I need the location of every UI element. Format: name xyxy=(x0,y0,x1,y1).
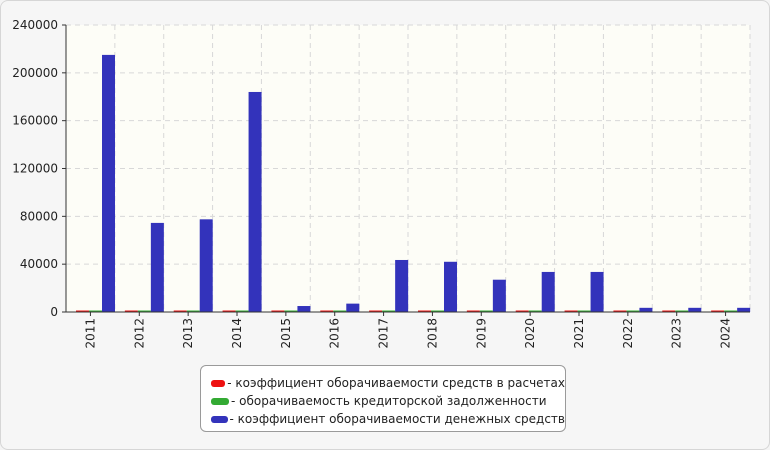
bar-series1-2013 xyxy=(186,310,200,312)
bar-series2-2021 xyxy=(590,271,604,312)
legend-swatch-0 xyxy=(211,379,226,387)
y-tick-label-0: 0 xyxy=(50,305,58,319)
bar-series0-2021 xyxy=(564,310,578,312)
bar-series1-2012 xyxy=(137,310,151,312)
bar-series1-2018 xyxy=(431,310,444,312)
bar-series0-2020 xyxy=(515,310,529,312)
bar-series0-2016 xyxy=(320,310,334,312)
bar-series0-2017 xyxy=(369,310,383,312)
x-tick-label-2011: 2011 xyxy=(83,318,97,349)
bar-series1-2017 xyxy=(382,310,396,312)
legend-item-1: - оборачиваемость кредиторской задолженн… xyxy=(211,392,565,410)
bar-series1-2015 xyxy=(284,310,298,312)
x-tick-label-2021: 2021 xyxy=(572,318,586,349)
bar-series2-2022 xyxy=(639,307,653,312)
bar-series0-2012 xyxy=(124,310,138,312)
legend-swatch-1 xyxy=(211,397,229,405)
y-tick-label-1: 40000 xyxy=(20,257,58,271)
legend-label-2: - коэффициент оборачиваемости денежных с… xyxy=(229,412,566,426)
x-tick-label-2015: 2015 xyxy=(279,318,293,349)
bar-series2-2020 xyxy=(541,271,555,312)
bar-series0-2015 xyxy=(271,310,285,312)
bar-series1-2020 xyxy=(528,310,542,312)
bar-series1-2021 xyxy=(577,310,591,312)
x-tick-label-2013: 2013 xyxy=(181,318,195,349)
y-tick-label-6: 240000 xyxy=(12,18,58,32)
x-tick-label-2014: 2014 xyxy=(230,318,244,349)
bar-series1-2016 xyxy=(333,310,347,312)
bar-series1-2011 xyxy=(89,310,102,312)
y-tick-label-2: 80000 xyxy=(20,209,58,223)
bar-series2-2016 xyxy=(346,303,360,312)
bar-series2-2012 xyxy=(150,222,164,312)
bar-series0-2019 xyxy=(466,310,480,312)
bar-series0-2024 xyxy=(711,310,725,312)
x-tick-label-2020: 2020 xyxy=(523,318,537,349)
x-tick-label-2024: 2024 xyxy=(719,318,733,349)
bar-series1-2019 xyxy=(479,310,493,312)
legend: - коэффициент оборачиваемости средств в … xyxy=(200,365,566,432)
bar-series2-2015 xyxy=(297,306,311,312)
bar-series0-2018 xyxy=(418,310,431,312)
bar-series0-2022 xyxy=(613,310,627,312)
legend-swatch-2 xyxy=(211,415,228,423)
bar-series2-2011 xyxy=(102,54,115,312)
bar-series0-2013 xyxy=(173,310,187,312)
legend-label-1: - оборачиваемость кредиторской задолженн… xyxy=(231,394,547,408)
y-tick-label-5: 200000 xyxy=(12,66,58,80)
bar-series2-2014 xyxy=(248,91,262,312)
bar-series2-2017 xyxy=(395,259,409,312)
bar-series2-2024 xyxy=(737,307,751,312)
bar-series1-2022 xyxy=(626,310,640,312)
bar-series0-2011 xyxy=(76,310,89,312)
bar-series0-2014 xyxy=(222,310,236,312)
bar-series1-2024 xyxy=(724,310,738,312)
bar-series2-2019 xyxy=(492,279,506,312)
y-tick-label-4: 160000 xyxy=(12,114,58,128)
x-tick-label-2012: 2012 xyxy=(132,318,146,349)
bar-series2-2023 xyxy=(688,307,702,312)
x-tick-label-2019: 2019 xyxy=(474,318,488,349)
bar-series2-2018 xyxy=(444,261,457,312)
bar-series1-2014 xyxy=(235,310,249,312)
bar-series2-2013 xyxy=(199,219,213,312)
x-tick-label-2022: 2022 xyxy=(621,318,635,349)
legend-item-0: - коэффициент оборачиваемости средств в … xyxy=(211,374,565,392)
x-tick-label-2016: 2016 xyxy=(328,318,342,349)
y-tick-label-3: 120000 xyxy=(12,162,58,176)
bar-series1-2023 xyxy=(675,310,689,312)
legend-label-0: - коэффициент оборачиваемости средств в … xyxy=(227,376,565,390)
bar-series0-2023 xyxy=(662,310,676,312)
legend-item-2: - коэффициент оборачиваемости денежных с… xyxy=(211,410,565,428)
x-tick-label-2018: 2018 xyxy=(425,318,439,349)
x-tick-label-2023: 2023 xyxy=(670,318,684,349)
x-tick-label-2017: 2017 xyxy=(377,318,391,349)
